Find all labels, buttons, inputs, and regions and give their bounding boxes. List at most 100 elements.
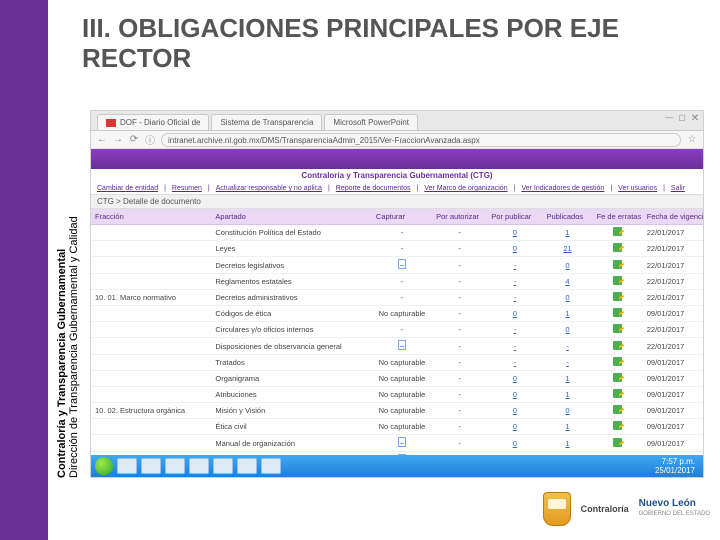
cell-por-publicar[interactable]: 0 (487, 371, 542, 387)
cell-fe-erratas[interactable] (593, 225, 643, 241)
cell-capt[interactable]: - (372, 225, 432, 241)
col-fe[interactable]: Fe de erratas (593, 209, 643, 225)
cell-fe-erratas[interactable] (593, 338, 643, 355)
browser-tab[interactable]: DOF - Diario Oficial de (97, 114, 209, 130)
cell-capt[interactable]: No capturable (372, 419, 432, 435)
cell-por-publicar[interactable]: - (487, 355, 542, 371)
col-pubpend[interactable]: Por publicar (487, 209, 542, 225)
document-icon[interactable] (398, 259, 406, 269)
col-fv[interactable]: Fecha de vigencia (643, 209, 703, 225)
cell-publicados[interactable]: 0 (542, 290, 592, 306)
edit-icon[interactable] (613, 389, 622, 398)
cell-publicados[interactable]: 0 (542, 403, 592, 419)
cell-por-publicar[interactable]: 0 (487, 241, 542, 257)
cell-por-publicar[interactable]: - (487, 322, 542, 338)
edit-icon[interactable] (613, 357, 622, 366)
cell-fe-erratas[interactable] (593, 403, 643, 419)
cell-capt[interactable] (372, 257, 432, 274)
cell-capt[interactable]: No capturable (372, 403, 432, 419)
nav-link[interactable]: Ver Marco de organización (424, 185, 507, 192)
cell-publicados[interactable]: 4 (542, 274, 592, 290)
cell-por-publicar[interactable]: - (487, 274, 542, 290)
start-button-icon[interactable] (95, 457, 113, 475)
edit-icon[interactable] (613, 260, 622, 269)
info-icon[interactable]: ⓘ (145, 132, 155, 147)
edit-icon[interactable] (613, 243, 622, 252)
nav-link[interactable]: Cambiar de entidad (97, 185, 158, 192)
cell-por-publicar[interactable]: 0 (487, 306, 542, 322)
browser-tab[interactable]: Microsoft PowerPoint (324, 114, 418, 130)
taskbar-app-icon[interactable] (261, 458, 281, 474)
edit-icon[interactable] (613, 405, 622, 414)
edit-icon[interactable] (613, 438, 622, 447)
document-icon[interactable] (398, 437, 406, 447)
nav-link[interactable]: Salir (671, 185, 685, 192)
cell-fe-erratas[interactable] (593, 322, 643, 338)
edit-icon[interactable] (613, 324, 622, 333)
cell-publicados[interactable]: 0 (542, 257, 592, 274)
nav-link[interactable]: Actualizar responsable y no aplica (216, 185, 322, 192)
cell-por-publicar[interactable]: 0 (487, 225, 542, 241)
cell-por-publicar[interactable]: - (487, 338, 542, 355)
window-minimize-icon[interactable]: — (663, 113, 675, 125)
star-icon[interactable]: ☆ (687, 134, 697, 145)
edit-icon[interactable] (613, 373, 622, 382)
cell-capt[interactable]: - (372, 241, 432, 257)
taskbar-app-icon[interactable] (189, 458, 209, 474)
cell-por-publicar[interactable]: 0 (487, 403, 542, 419)
cell-publicados[interactable]: - (542, 338, 592, 355)
edit-icon[interactable] (613, 341, 622, 350)
cell-fe-erratas[interactable] (593, 274, 643, 290)
taskbar-app-icon[interactable] (213, 458, 233, 474)
cell-por-publicar[interactable]: - (487, 290, 542, 306)
taskbar-app-icon[interactable] (117, 458, 137, 474)
system-tray[interactable]: 7:57 p.m. 25/01/2017 (655, 457, 699, 475)
address-bar[interactable]: intranet.archive.nl.gob.mx/DMS/Transpare… (161, 133, 681, 147)
back-icon[interactable]: ← (97, 134, 107, 145)
nav-link[interactable]: Reporte de documentos (336, 185, 411, 192)
cell-publicados[interactable]: 1 (542, 387, 592, 403)
cell-fe-erratas[interactable] (593, 290, 643, 306)
col-fraction[interactable]: Fracción (91, 209, 211, 225)
window-maximize-icon[interactable]: ▢ (676, 113, 688, 125)
cell-fe-erratas[interactable] (593, 371, 643, 387)
cell-fe-erratas[interactable] (593, 257, 643, 274)
edit-icon[interactable] (613, 227, 622, 236)
col-apart[interactable]: Apartado (211, 209, 372, 225)
window-close-icon[interactable]: ✕ (689, 113, 701, 125)
edit-icon[interactable] (613, 421, 622, 430)
cell-capt[interactable]: - (372, 322, 432, 338)
nav-link[interactable]: Ver usuarios (618, 185, 657, 192)
cell-publicados[interactable]: 1 (542, 371, 592, 387)
cell-por-publicar[interactable]: 0 (487, 387, 542, 403)
edit-icon[interactable] (613, 292, 622, 301)
cell-publicados[interactable]: 21 (542, 241, 592, 257)
cell-capt[interactable]: - (372, 290, 432, 306)
cell-capt[interactable]: No capturable (372, 387, 432, 403)
nav-link[interactable]: Resumen (172, 185, 202, 192)
cell-fe-erratas[interactable] (593, 435, 643, 452)
col-pub[interactable]: Publicados (542, 209, 592, 225)
cell-capt[interactable]: No capturable (372, 355, 432, 371)
cell-fe-erratas[interactable] (593, 387, 643, 403)
cell-publicados[interactable]: 1 (542, 306, 592, 322)
forward-icon[interactable]: → (113, 134, 123, 145)
cell-publicados[interactable]: 0 (542, 322, 592, 338)
cell-capt[interactable]: No capturable (372, 306, 432, 322)
cell-capt[interactable] (372, 435, 432, 452)
cell-por-publicar[interactable]: - (487, 257, 542, 274)
col-auth[interactable]: Por autorizar (432, 209, 487, 225)
cell-fe-erratas[interactable] (593, 241, 643, 257)
reload-icon[interactable]: ⟳ (129, 134, 139, 145)
cell-por-publicar[interactable]: 0 (487, 419, 542, 435)
edit-icon[interactable] (613, 308, 622, 317)
cell-fe-erratas[interactable] (593, 306, 643, 322)
cell-por-publicar[interactable]: 0 (487, 435, 542, 452)
cell-publicados[interactable]: 1 (542, 435, 592, 452)
taskbar-app-icon[interactable] (141, 458, 161, 474)
cell-capt[interactable]: - (372, 274, 432, 290)
taskbar-app-icon[interactable] (165, 458, 185, 474)
nav-link[interactable]: Ver Indicadores de gestión (521, 185, 604, 192)
cell-capt[interactable]: No capturable (372, 371, 432, 387)
cell-capt[interactable] (372, 338, 432, 355)
